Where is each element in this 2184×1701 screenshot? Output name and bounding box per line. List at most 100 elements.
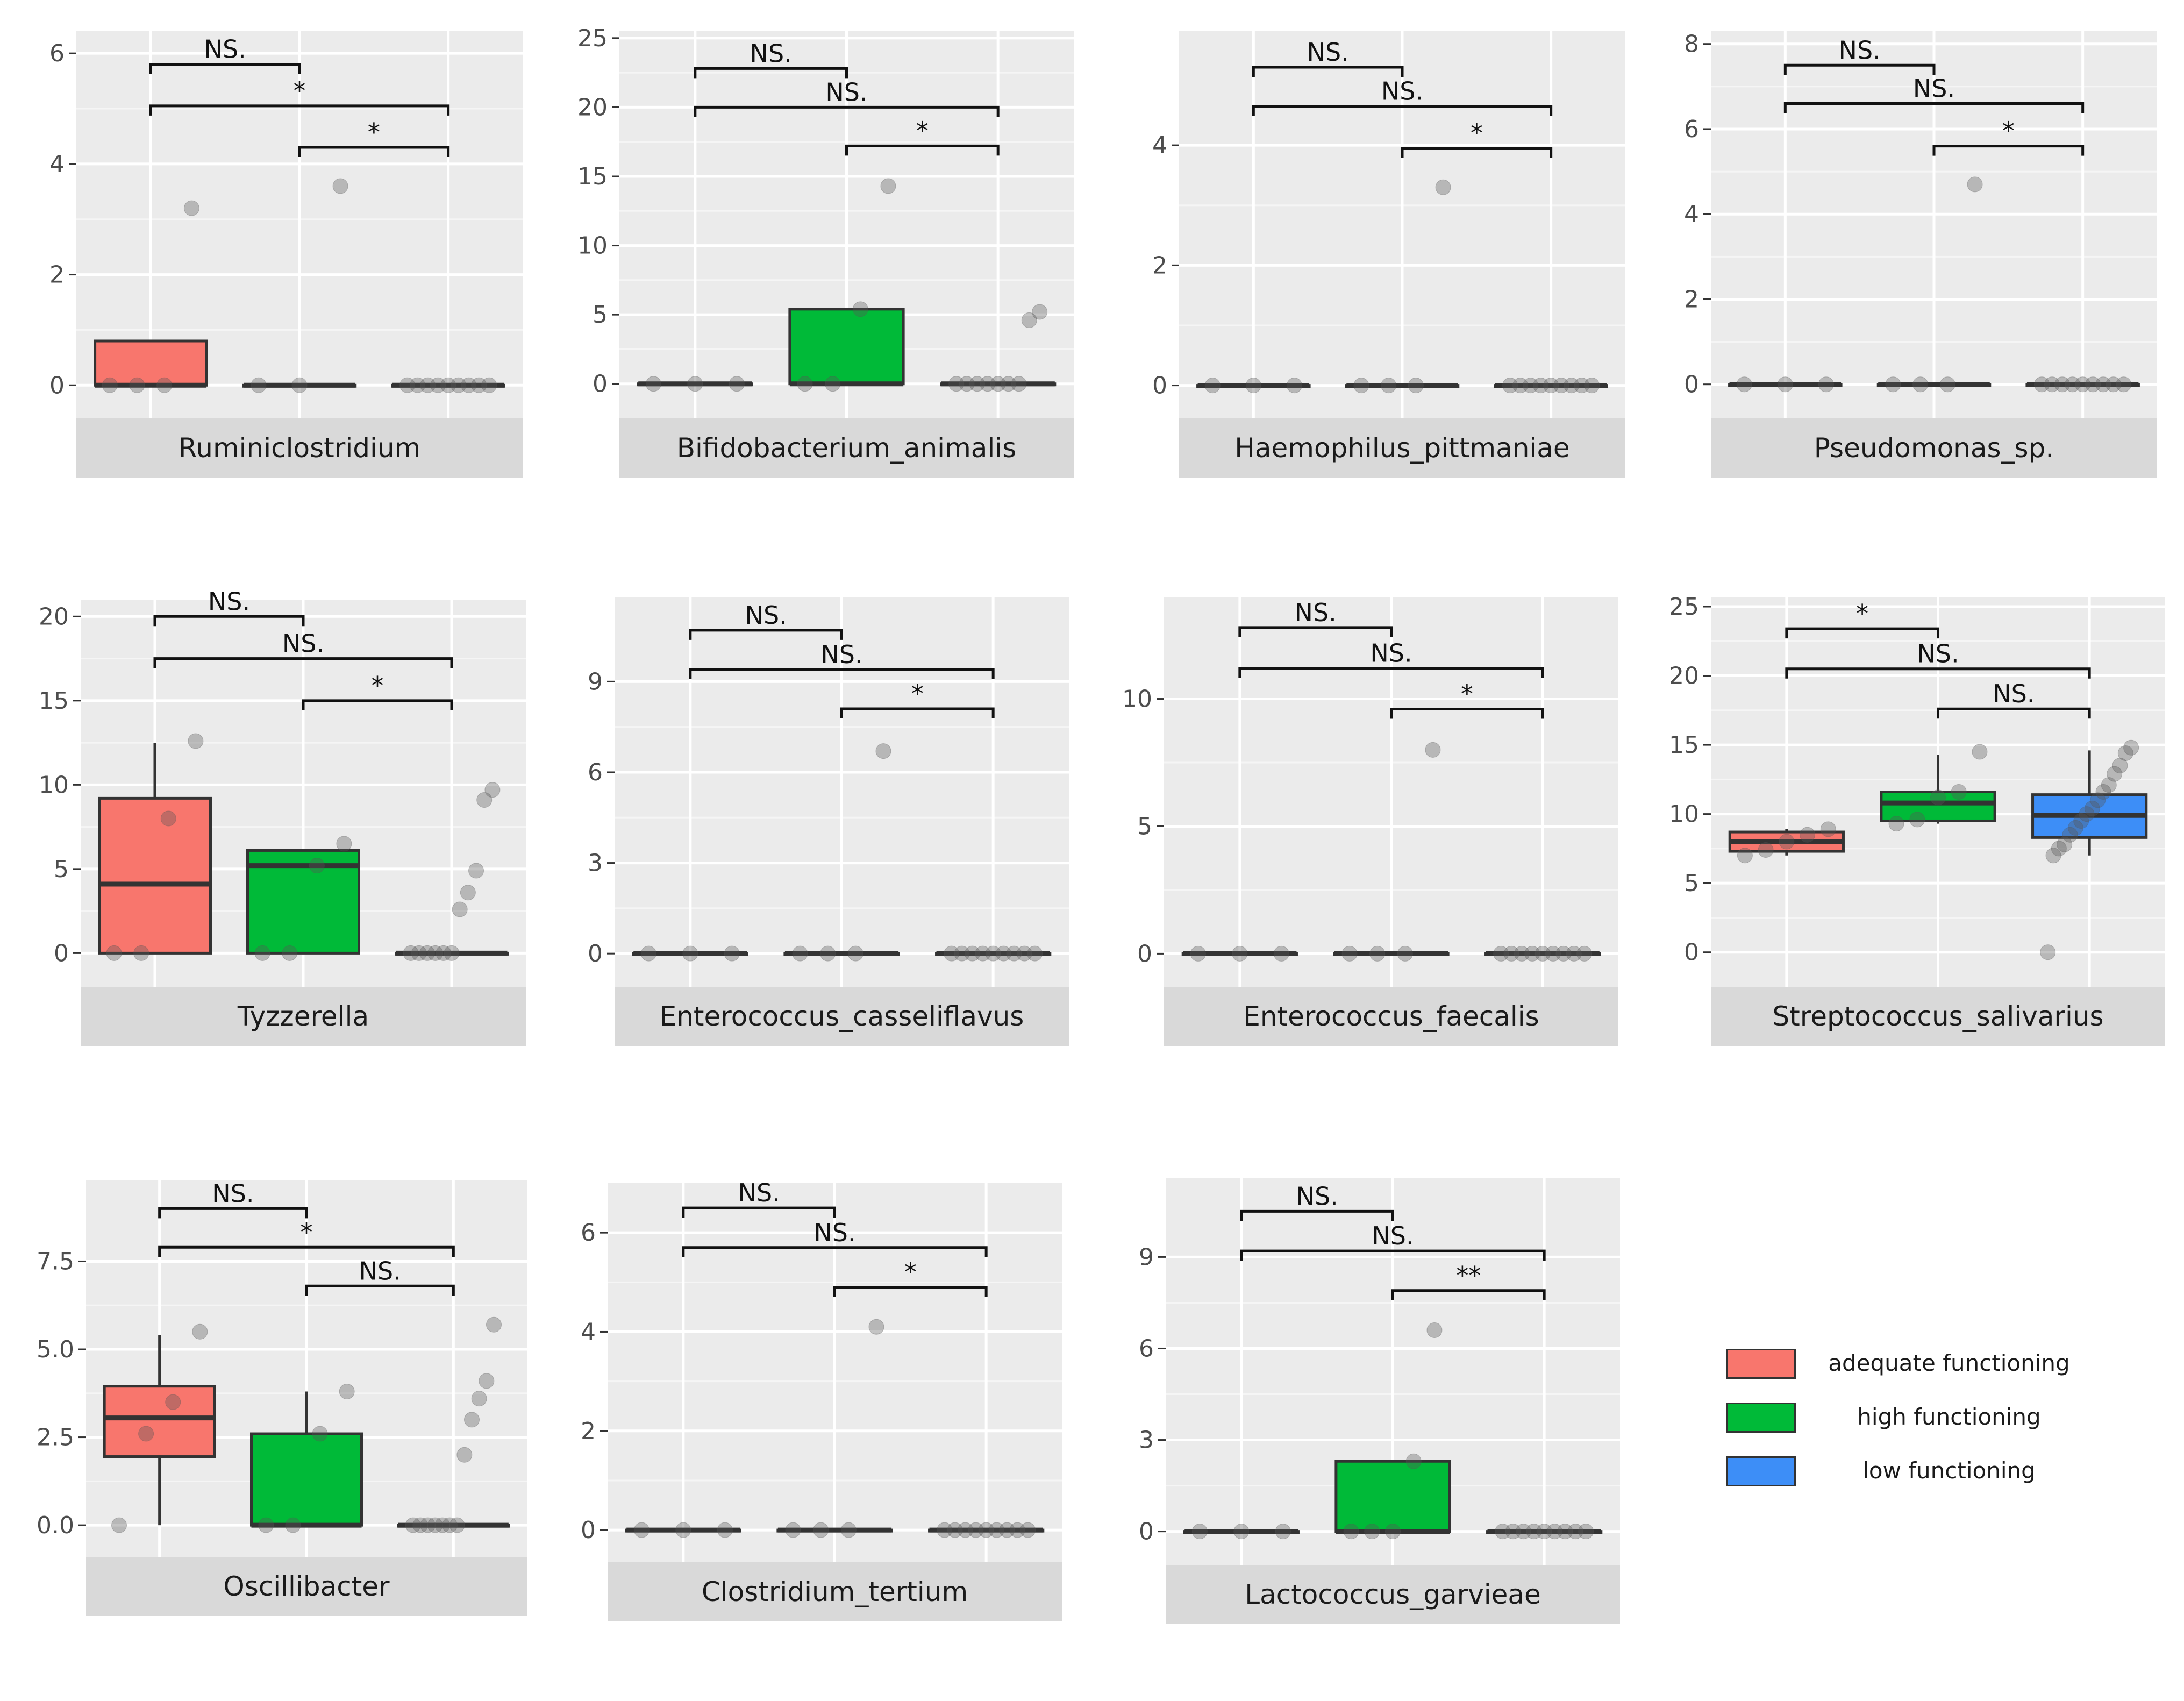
- y-tick-label: 6: [588, 759, 603, 786]
- y-tick-label: 4: [581, 1318, 596, 1346]
- data-point: [1526, 1524, 1542, 1540]
- data-point: [989, 1522, 1005, 1538]
- data-point: [444, 945, 460, 961]
- significance-bracket: [833, 1286, 988, 1297]
- data-point: [285, 1517, 301, 1533]
- facet-strip: [1164, 987, 1618, 1046]
- data-point: [332, 178, 348, 194]
- data-point: [1736, 376, 1752, 393]
- data-point: [405, 1517, 421, 1533]
- y-tick-label: 0: [49, 372, 65, 399]
- facet-title: Ruminiclostridium: [179, 432, 420, 464]
- facet-strip: [619, 418, 1074, 478]
- significance-label: *: [916, 116, 929, 145]
- data-point: [1534, 945, 1551, 962]
- data-point: [975, 945, 991, 962]
- data-point: [479, 1373, 495, 1389]
- y-tick-label: 0: [588, 940, 603, 967]
- significance-bracket: [302, 699, 453, 710]
- data-point: [1011, 376, 1027, 392]
- significance-label: NS.: [1296, 1182, 1338, 1211]
- data-point: [1191, 1524, 1208, 1540]
- data-point: [633, 1522, 650, 1538]
- data-point: [1027, 945, 1043, 962]
- legend-swatch-low: [1726, 1456, 1796, 1486]
- y-tick-label: 6: [1139, 1335, 1154, 1362]
- data-point: [2101, 777, 2117, 793]
- y-tick-label: 15: [1669, 731, 1699, 759]
- data-point: [1495, 1524, 1511, 1540]
- y-tick-label: 0.0: [37, 1512, 74, 1539]
- data-point: [420, 377, 436, 393]
- y-tick-label: 5: [54, 856, 69, 883]
- y-tick-label: 6: [581, 1219, 596, 1247]
- data-point: [411, 945, 427, 961]
- y-tick-label: 0: [1684, 371, 1699, 398]
- facet-panel: 0 5 10 15 20 Tyzzerella NS. NS. *: [39, 587, 526, 1046]
- y-tick-label: 5: [1137, 813, 1152, 840]
- y-tick-label: 4: [1684, 201, 1699, 228]
- data-point: [1343, 1524, 1359, 1540]
- y-tick-label: 4: [49, 151, 65, 178]
- significance-bracket: [840, 707, 995, 718]
- data-point: [312, 1426, 328, 1442]
- data-point: [1564, 378, 1580, 394]
- significance-bracket: [1252, 105, 1553, 116]
- significance-label: *: [372, 671, 384, 700]
- data-point: [1515, 1524, 1531, 1540]
- data-point: [868, 1319, 884, 1335]
- data-point: [133, 945, 149, 961]
- y-tick-label: 2: [581, 1418, 596, 1445]
- data-point: [990, 376, 1006, 392]
- data-point: [460, 885, 476, 901]
- data-point: [2062, 827, 2078, 843]
- data-point: [1557, 1524, 1573, 1540]
- significance-label: NS.: [750, 39, 792, 68]
- data-point: [1543, 378, 1559, 394]
- y-tick-label: 6: [1684, 116, 1699, 143]
- data-point: [2051, 841, 2067, 857]
- y-tick-label: 10: [1122, 686, 1152, 713]
- significance-label: NS.: [1381, 77, 1423, 106]
- significance-bracket: [689, 629, 843, 640]
- significance-bracket: [298, 146, 450, 157]
- data-point: [1939, 376, 1955, 393]
- data-point: [1505, 1524, 1521, 1540]
- data-point: [2117, 745, 2133, 761]
- data-point: [1502, 378, 1518, 394]
- facet-title: Pseudomonas_sp.: [1814, 432, 2054, 464]
- data-point: [339, 1384, 355, 1400]
- significance-label: NS.: [212, 1179, 254, 1208]
- data-point: [2090, 792, 2106, 808]
- legend: adequate functioning high functioning lo…: [1715, 1344, 2124, 1506]
- facet-title: Bifidobacterium_animalis: [677, 432, 1017, 464]
- significance-label: NS.: [1307, 38, 1349, 67]
- data-point: [717, 1522, 733, 1538]
- data-point: [947, 1522, 963, 1538]
- data-point: [968, 1522, 984, 1538]
- data-point: [1777, 376, 1793, 393]
- data-point: [1533, 378, 1549, 394]
- significance-label: NS.: [1370, 639, 1412, 668]
- significance-label: NS.: [745, 601, 787, 630]
- y-tick-label: 0: [1139, 1518, 1154, 1546]
- y-tick-label: 3: [588, 850, 603, 877]
- significance-label: *: [294, 76, 306, 105]
- significance-label: NS.: [738, 1178, 780, 1207]
- y-tick-label: 5: [593, 301, 608, 329]
- significance-label: NS.: [282, 629, 324, 658]
- data-point: [1204, 378, 1221, 394]
- data-point: [969, 376, 985, 392]
- significance-bracket: [158, 1207, 308, 1219]
- data-point: [2040, 944, 2056, 960]
- facet-panel: 0 2 4 6 Clostridium_tertium NS. NS. *: [581, 1178, 1062, 1621]
- significance-bracket: [149, 104, 450, 116]
- facet-panel: 0 2 4 6 8 Pseudomonas_sp. NS. NS. *: [1684, 31, 2157, 478]
- significance-bracket: [1240, 1249, 1546, 1261]
- data-point: [2112, 758, 2128, 774]
- data-point: [1553, 378, 1569, 394]
- y-tick-label: 15: [577, 163, 608, 190]
- data-point: [957, 1522, 973, 1538]
- y-tick-label: 20: [577, 94, 608, 121]
